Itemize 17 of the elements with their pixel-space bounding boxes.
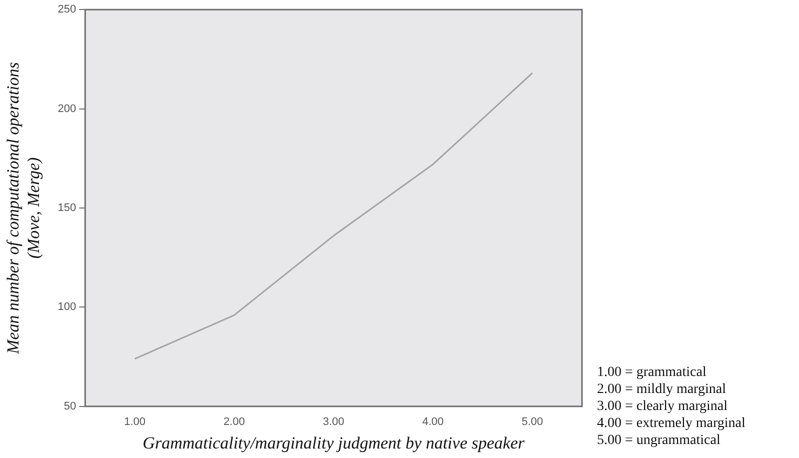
y-tick-label: 150 bbox=[58, 202, 76, 214]
x-tick-label: 2.00 bbox=[223, 416, 245, 428]
y-tick-label: 50 bbox=[64, 400, 76, 412]
y-tick-label: 100 bbox=[58, 301, 76, 314]
y-tick-label: 250 bbox=[58, 4, 76, 16]
text: 1.00 = grammatical bbox=[597, 364, 708, 381]
text: 5.00 = ungrammatical bbox=[597, 432, 722, 449]
x-tick-label: 3.00 bbox=[322, 416, 344, 428]
x-axis-title: Grammaticality/marginality judgment by native speaker bbox=[142, 433, 525, 452]
y-tick-label: 200 bbox=[58, 102, 76, 115]
text: 3.00 = clearly marginal bbox=[597, 398, 728, 415]
text: 2.00 = mildly marginal bbox=[597, 381, 727, 398]
text: 4.00 = extremely marginal bbox=[597, 415, 746, 432]
x-tick-label: 4.00 bbox=[422, 416, 444, 428]
x-tick-label: 1.00 bbox=[124, 416, 146, 428]
x-tick-label: 5.00 bbox=[522, 416, 544, 428]
y-axis-title: Mean number of computational operations (Move, Merge) bbox=[4, 62, 44, 355]
